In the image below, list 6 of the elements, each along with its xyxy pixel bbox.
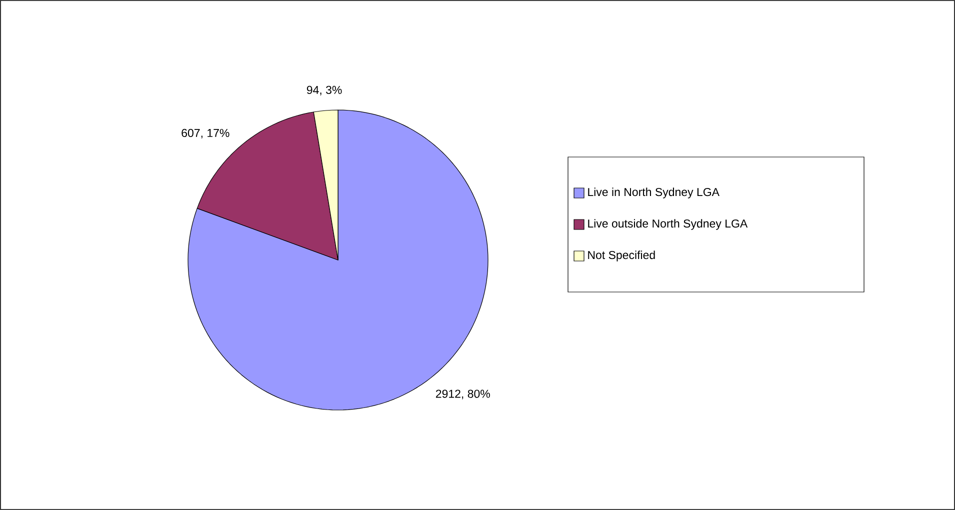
legend-label: Not Specified — [588, 250, 655, 262]
legend-label: Live in North Sydney LGA — [588, 188, 720, 198]
data-label: 607, 17% — [182, 128, 230, 138]
data-label: 2912, 80% — [436, 390, 490, 400]
data-label: 94, 3% — [306, 86, 342, 96]
legend-label: Live outside North Sydney LGA — [588, 219, 748, 230]
